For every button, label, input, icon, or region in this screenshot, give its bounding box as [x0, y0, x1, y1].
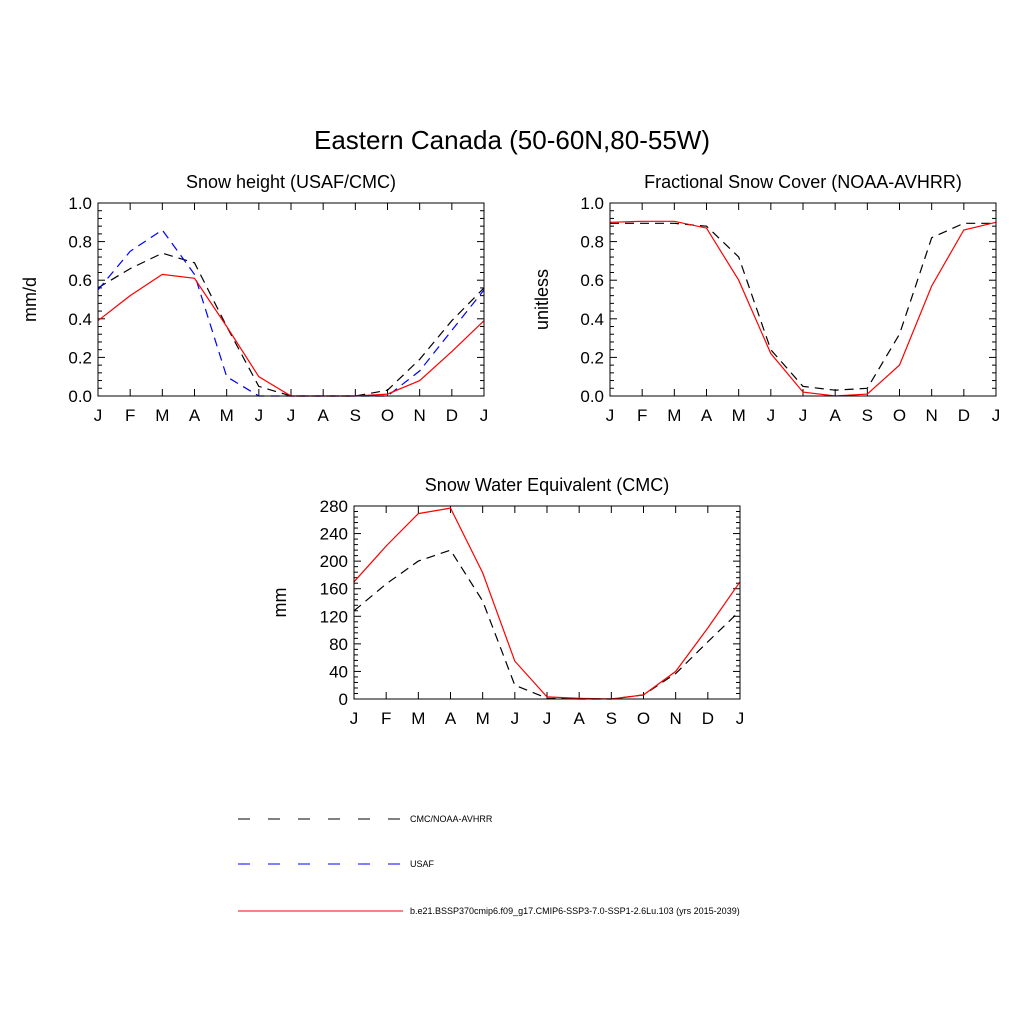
- legend-label: CMC/NOAA-AVHRR: [410, 814, 493, 824]
- x-tick-label: A: [445, 709, 457, 728]
- x-tick-label: M: [220, 406, 234, 425]
- y-axis-label: unitless: [532, 269, 552, 330]
- legend-label: b.e21.BSSP370cmip6.f09_g17.CMIP6-SSP3-7.…: [410, 906, 740, 916]
- x-tick-label: J: [799, 406, 808, 425]
- x-tick-label: J: [606, 406, 615, 425]
- x-tick-label: J: [255, 406, 264, 425]
- y-tick-label: 0.2: [68, 348, 92, 367]
- plot-frame: [353, 505, 741, 700]
- x-tick-label: N: [414, 406, 426, 425]
- x-tick-label: S: [862, 406, 873, 425]
- x-tick-label: A: [829, 406, 841, 425]
- x-tick-label: J: [511, 709, 520, 728]
- x-tick-label: J: [767, 406, 776, 425]
- chart-panel-1: Snow height (USAF/CMC)mm/dJ F M A M J J A S O N D J0…: [20, 172, 488, 425]
- legend-entry-3: b.e21.BSSP370cmip6.f09_g17.CMIP6-SSP3-7.…: [238, 906, 740, 916]
- y-tick-label: 200: [320, 552, 348, 571]
- x-tick-label: J: [287, 406, 296, 425]
- panels: Snow height (USAF/CMC)mm/dJ F M A M J J A S O N D J0…: [20, 172, 1000, 728]
- x-tick-label: O: [893, 406, 906, 425]
- x-tick-label: D: [702, 709, 714, 728]
- y-tick-label: 0.8: [68, 233, 92, 252]
- plot-frame: [97, 202, 485, 397]
- x-tick-label: S: [606, 709, 617, 728]
- x-tick-label: F: [637, 406, 647, 425]
- x-tick-label: M: [411, 709, 425, 728]
- y-tick-label: 0.4: [68, 310, 92, 329]
- y-tick-label: 40: [329, 662, 348, 681]
- y-axis-label: mm/d: [20, 277, 40, 322]
- y-tick-label: 0.8: [580, 233, 604, 252]
- y-tick-label: 120: [320, 607, 348, 626]
- x-tick-label: A: [317, 406, 329, 425]
- y-tick-label: 80: [329, 635, 348, 654]
- x-tick-label: J: [94, 406, 103, 425]
- x-tick-label: A: [701, 406, 713, 425]
- legend-entry-2: USAF: [238, 859, 435, 869]
- panel-title: Snow height (USAF/CMC): [186, 172, 396, 192]
- y-tick-label: 160: [320, 580, 348, 599]
- y-tick-label: 0.4: [580, 310, 604, 329]
- x-tick-label: J: [480, 406, 489, 425]
- series-line-2: [609, 220, 997, 397]
- y-tick-label: 0: [339, 690, 348, 709]
- series-line-1: [610, 222, 996, 391]
- panel-title: Snow Water Equivalent (CMC): [425, 475, 669, 495]
- legend: CMC/NOAA-AVHRR USAF b.e21.BSSP370cmip6.f09…: [238, 814, 740, 916]
- y-tick-label: 0.6: [580, 271, 604, 290]
- legend-entry-1: CMC/NOAA-AVHRR: [238, 814, 493, 824]
- legend-label: USAF: [410, 859, 435, 869]
- y-tick-label: 0.0: [580, 387, 604, 406]
- x-tick-label: N: [670, 709, 682, 728]
- x-tick-label: O: [381, 406, 394, 425]
- x-tick-label: O: [637, 709, 650, 728]
- x-tick-label: J: [736, 709, 745, 728]
- y-tick-label: 0.0: [68, 387, 92, 406]
- y-tick-label: 240: [320, 525, 348, 544]
- chart-panel-3: Snow Water Equivalent (CMC)mmJ F M A M J J A S O N…: [270, 475, 744, 728]
- x-tick-label: S: [350, 406, 361, 425]
- x-tick-label: M: [476, 709, 490, 728]
- x-tick-label: F: [125, 406, 135, 425]
- x-tick-label: D: [958, 406, 970, 425]
- panel-title: Fractional Snow Cover (NOAA-AVHRR): [644, 172, 962, 192]
- plot-frame: [609, 202, 997, 397]
- x-tick-label: M: [667, 406, 681, 425]
- y-tick-label: 1.0: [68, 194, 92, 213]
- x-tick-label: N: [926, 406, 938, 425]
- x-tick-label: A: [573, 709, 585, 728]
- y-tick-label: 1.0: [580, 194, 604, 213]
- x-tick-label: F: [381, 709, 391, 728]
- x-tick-label: J: [543, 709, 552, 728]
- series-line-2: [353, 507, 741, 700]
- y-tick-label: 0.2: [580, 348, 604, 367]
- series-line-1: [353, 549, 741, 700]
- series-line-1: [97, 252, 485, 397]
- x-tick-label: A: [189, 406, 201, 425]
- x-tick-label: D: [446, 406, 458, 425]
- chart-panel-2: Fractional Snow Cover (NOAA-AVHRR) unitle…: [532, 172, 1000, 425]
- figure-title: Eastern Canada (50-60N,80-55W): [314, 125, 710, 155]
- y-axis-label: mm: [270, 588, 290, 618]
- y-tick-label: 0.6: [68, 271, 92, 290]
- y-tick-label: 280: [320, 497, 348, 516]
- x-tick-label: J: [992, 406, 1001, 425]
- x-tick-label: M: [732, 406, 746, 425]
- x-tick-label: M: [155, 406, 169, 425]
- x-tick-label: J: [350, 709, 359, 728]
